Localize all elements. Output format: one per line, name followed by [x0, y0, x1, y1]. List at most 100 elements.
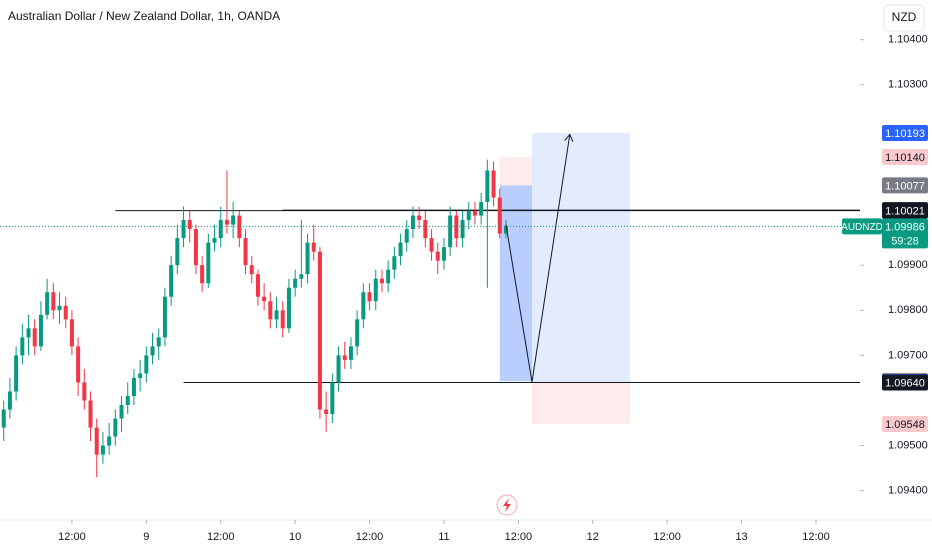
currency-button[interactable] — [883, 4, 925, 32]
price-tag-label: 1.09548 — [885, 419, 925, 431]
candle-body — [466, 211, 471, 221]
candle-body — [231, 215, 236, 225]
candle-body — [280, 310, 285, 329]
candle-body — [94, 427, 99, 455]
x-tick-label: 12:00 — [653, 531, 681, 543]
candle-body — [348, 346, 353, 360]
y-tick-label: 1.09900 — [888, 259, 928, 271]
candle-body — [255, 274, 260, 297]
candle-body — [392, 256, 397, 270]
candle-body — [305, 242, 310, 275]
last-price-label: 1.09986 — [885, 221, 925, 233]
candle-body — [51, 292, 56, 311]
price-tag-label: 1.10193 — [885, 128, 925, 140]
candle-body — [243, 238, 248, 266]
x-tick-label: 12 — [587, 531, 599, 543]
candle-body — [317, 251, 322, 410]
candle-body — [379, 278, 384, 284]
price-tag-label: 1.10021 — [885, 206, 925, 218]
candle-body — [38, 314, 43, 347]
candle-body — [224, 220, 229, 225]
candle-body — [175, 238, 180, 266]
arrow-head — [564, 133, 574, 142]
x-tick-label: 12:00 — [505, 531, 533, 543]
price-tag-label: 1.10140 — [885, 152, 925, 164]
x-tick-label: 12:00 — [356, 531, 384, 543]
candle-body — [131, 377, 136, 396]
candle-body — [262, 296, 267, 302]
y-tick-label: 1.10400 — [888, 34, 928, 46]
candle-body — [45, 292, 50, 315]
candle-body — [144, 355, 149, 374]
countdown-label: 59:28 — [891, 235, 919, 247]
x-tick-label: 12:00 — [802, 531, 830, 543]
candle-body — [330, 382, 335, 415]
symbol-tag-label: AUDNZD — [841, 222, 883, 233]
candle-body — [435, 251, 440, 261]
candle-body — [1, 409, 6, 428]
price-tag — [882, 415, 928, 432]
candle-body — [63, 305, 68, 320]
y-tick-label: 1.09400 — [888, 485, 928, 497]
candle-body — [268, 301, 273, 320]
candle-body — [367, 292, 372, 302]
candle-body — [286, 287, 291, 329]
candle-body — [26, 328, 31, 338]
candle-body — [324, 409, 329, 415]
candle-body — [7, 391, 12, 410]
axis-layer: 1.09400 1.09500 1.09700 1.09800 1.09900 1.103… — [58, 34, 928, 543]
candle-body — [417, 215, 422, 221]
price-tag-label: 1.10077 — [885, 180, 925, 192]
candle-body — [293, 278, 298, 288]
candle-body — [472, 211, 477, 216]
candle-body — [169, 265, 174, 297]
candle-body — [57, 305, 62, 311]
stop-zone — [531, 381, 630, 424]
candle-body — [491, 170, 496, 198]
candle-body — [441, 247, 446, 261]
candle-body — [361, 292, 366, 320]
y-tick-label: 1.09800 — [888, 304, 928, 316]
candle-body — [150, 346, 155, 356]
y-tick-label: 1.09500 — [888, 439, 928, 451]
candle-body — [69, 319, 74, 347]
last-price-tag — [882, 218, 928, 249]
currency-label: NZD — [892, 10, 917, 24]
x-tick-label: 10 — [289, 531, 301, 543]
candle-body — [249, 265, 254, 275]
candle-body — [200, 265, 205, 284]
candle-body — [187, 220, 192, 230]
candle-body — [20, 337, 25, 356]
candle-body — [503, 226, 508, 234]
lightning-icon — [503, 498, 511, 512]
candle-body — [125, 395, 130, 405]
candle-body — [479, 202, 484, 216]
price-tag — [882, 202, 928, 219]
candle-body — [218, 220, 223, 239]
x-tick-label: 13 — [735, 531, 747, 543]
candle-body — [342, 355, 347, 360]
price-axis — [860, 0, 932, 520]
candle-body — [156, 337, 161, 347]
x-tick-label: 11 — [438, 531, 449, 543]
x-tick-label: 12:00 — [207, 531, 235, 543]
chart-title: Australian Dollar / New Zealand Dollar, … — [8, 9, 280, 23]
x-tick-label: 9 — [143, 531, 149, 543]
target-zone — [531, 133, 630, 382]
candle-body — [299, 274, 304, 279]
price-tag-label: 1.09640 — [885, 377, 925, 389]
candle-body — [193, 229, 198, 266]
price-tag — [882, 125, 928, 142]
price-tag — [882, 177, 928, 194]
candle-body — [410, 215, 415, 230]
candle-body — [497, 197, 502, 234]
candle-body — [460, 220, 465, 239]
candle-body — [485, 170, 490, 203]
candle-body — [88, 400, 93, 428]
candle-body — [429, 238, 434, 252]
candle-body — [206, 242, 211, 284]
candle-body — [100, 445, 105, 455]
candle-body — [404, 229, 409, 243]
candle-body — [274, 310, 279, 320]
candle-body — [181, 220, 186, 239]
